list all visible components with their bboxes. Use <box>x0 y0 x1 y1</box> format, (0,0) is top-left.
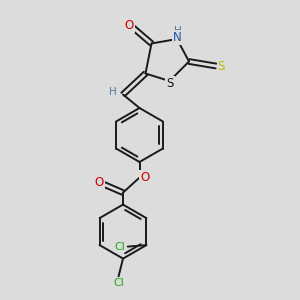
Text: H: H <box>174 26 182 37</box>
Text: Cl: Cl <box>114 242 125 252</box>
Text: S: S <box>167 77 174 90</box>
Text: Cl: Cl <box>114 278 124 288</box>
Text: S: S <box>218 60 225 73</box>
Text: N: N <box>173 31 182 44</box>
Text: H: H <box>109 86 116 97</box>
Text: O: O <box>140 171 149 184</box>
Text: O: O <box>124 19 134 32</box>
Text: O: O <box>94 176 103 189</box>
